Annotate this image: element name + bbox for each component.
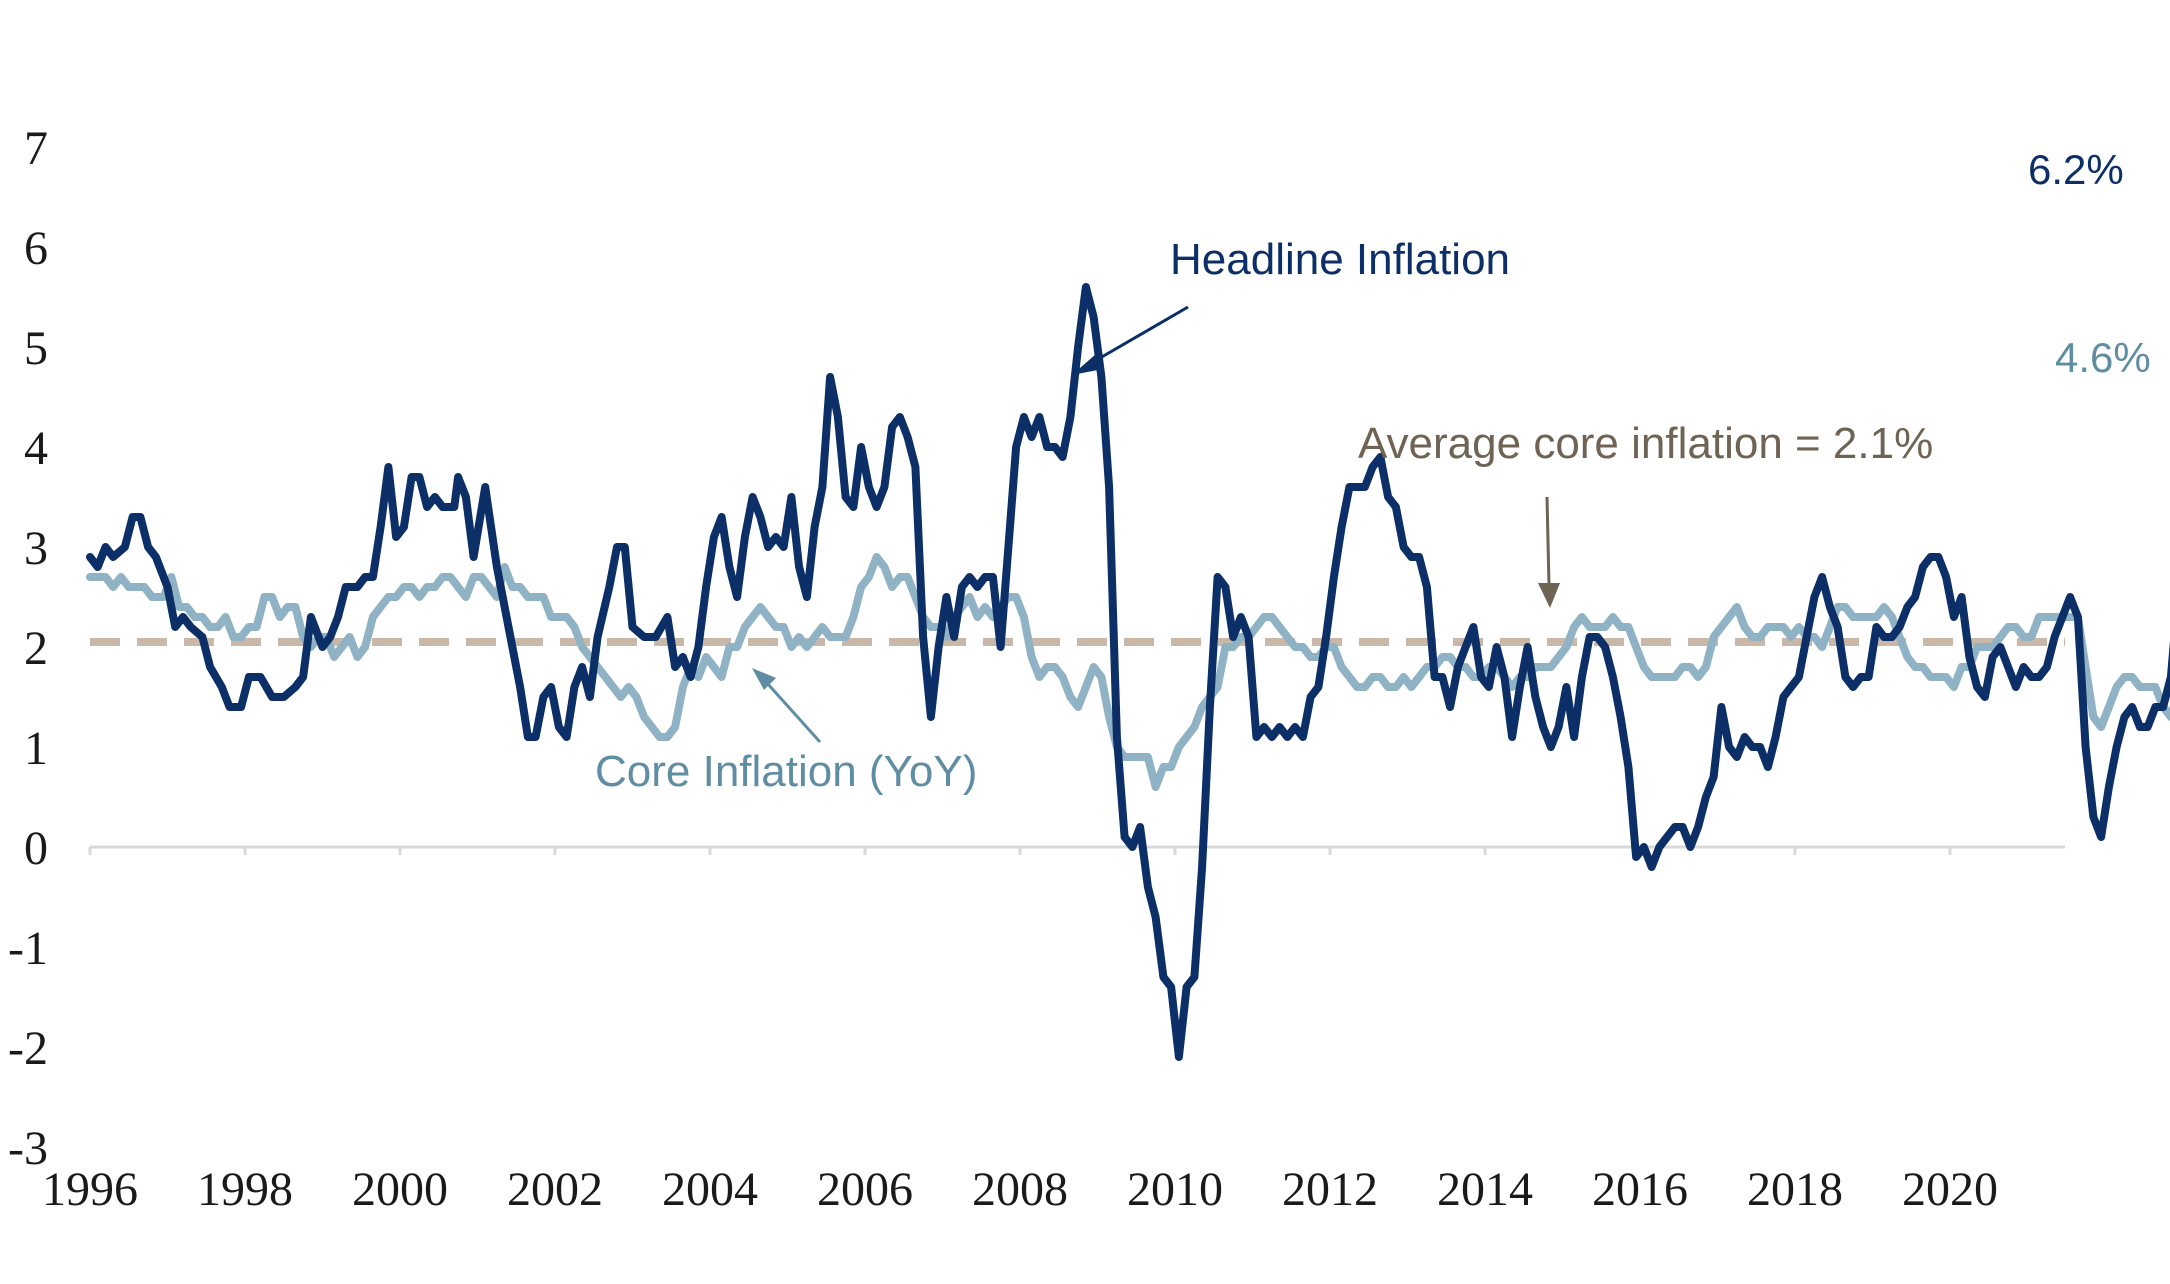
x-tick-label: 2010 xyxy=(1127,1163,1223,1216)
average-core-inflation-annotation: Average core inflation = 2.1% xyxy=(1358,419,1933,468)
y-tick-label: 4 xyxy=(24,422,48,475)
y-tick-label: 6 xyxy=(24,222,48,275)
y-tick-label: 5 xyxy=(24,322,48,375)
y-tick-label: 0 xyxy=(24,822,48,875)
average-annotation-arrow-shaft xyxy=(1545,496,1551,586)
x-axis-tick-marks xyxy=(88,847,1952,855)
y-tick-label: -1 xyxy=(8,922,48,975)
headline-inflation-annotation: Headline Inflation xyxy=(1170,235,1510,284)
x-tick-label: 2006 xyxy=(817,1163,913,1216)
x-tick-label: 1996 xyxy=(42,1163,138,1216)
core-inflation-annotation: Core Inflation (YoY) xyxy=(595,747,977,796)
x-tick-label: 2012 xyxy=(1282,1163,1378,1216)
y-tick-label: -2 xyxy=(8,1022,48,1075)
x-tick-label: 2016 xyxy=(1592,1163,1688,1216)
x-tick-label: 2014 xyxy=(1437,1163,1533,1216)
y-tick-label: 7 xyxy=(24,122,48,175)
y-tick-label: -3 xyxy=(8,1122,48,1175)
y-tick-label: 1 xyxy=(24,722,48,775)
y-tick-label: 2 xyxy=(24,622,48,675)
x-tick-label: 1998 xyxy=(197,1163,293,1216)
x-tick-label: 2008 xyxy=(972,1163,1068,1216)
x-tick-label: 2004 xyxy=(662,1163,758,1216)
x-tick-label: 2000 xyxy=(352,1163,448,1216)
core-annotation-arrowhead xyxy=(752,668,776,690)
x-tick-label: 2018 xyxy=(1747,1163,1843,1216)
headline-inflation-line xyxy=(86,283,2170,1061)
headline-end-value-label: 6.2% xyxy=(2028,146,2124,193)
headline-annotation-arrowhead xyxy=(1072,354,1103,375)
core-annotation-arrow-shaft xyxy=(765,681,822,744)
headline-annotation-arrow-shaft xyxy=(1087,305,1189,367)
core-end-value-label: 4.6% xyxy=(2055,334,2151,381)
x-axis-ticks: 1996 1998 2000 2002 2004 2006 2008 2010 2012 2014… xyxy=(42,1163,1998,1216)
x-tick-label: 2002 xyxy=(507,1163,603,1216)
x-tick-label: 2020 xyxy=(1902,1163,1998,1216)
y-axis-ticks: 7 6 5 4 3 2 1 0 -1 -2 -3 xyxy=(8,122,48,1175)
y-tick-label: 3 xyxy=(24,522,48,575)
core-inflation-line xyxy=(86,553,2170,791)
average-annotation-arrowhead xyxy=(1538,583,1560,608)
